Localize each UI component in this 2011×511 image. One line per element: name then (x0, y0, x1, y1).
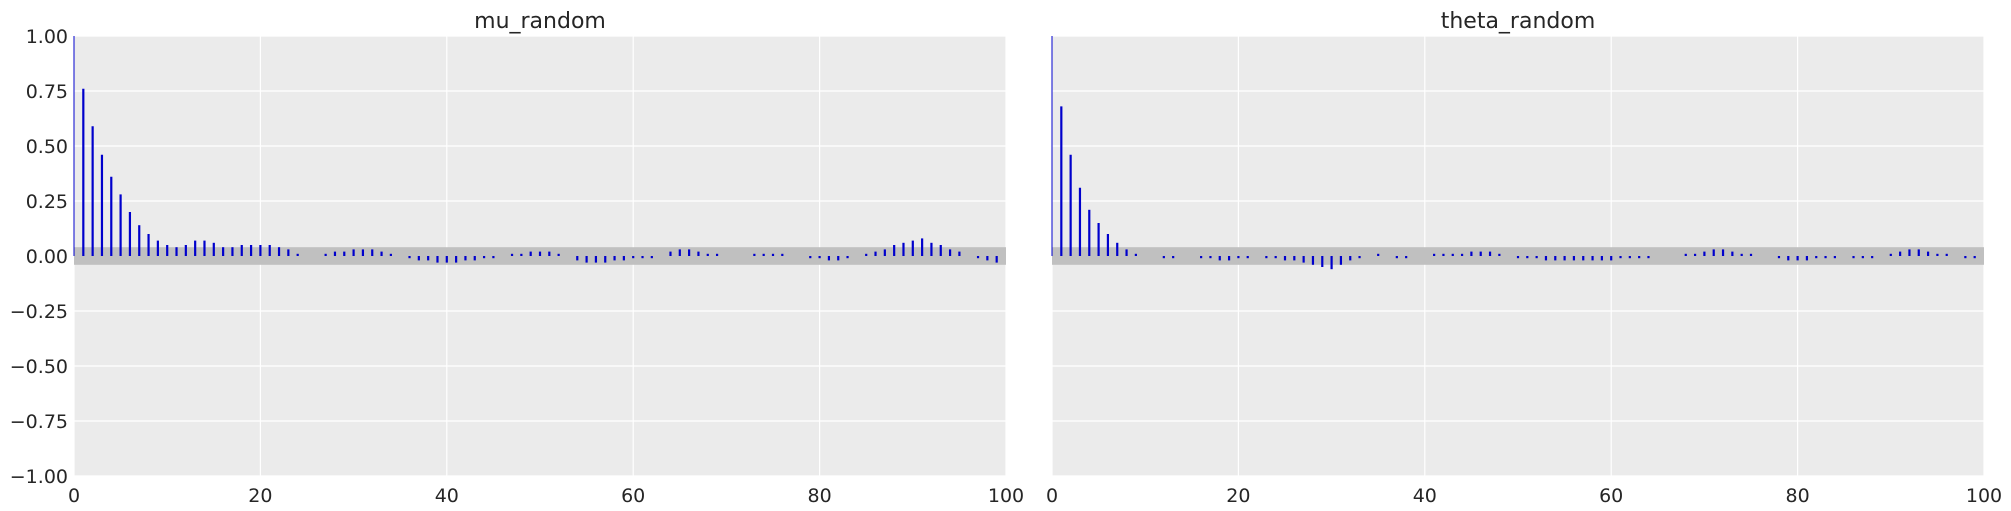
x-tick-label: 80 (808, 485, 832, 507)
chart-title: theta_random (1441, 9, 1596, 34)
x-tick-label: 60 (621, 485, 645, 507)
x-tick-label: 20 (248, 485, 272, 507)
x-tick-label: 80 (1786, 485, 1810, 507)
y-tick-label: −0.25 (10, 301, 68, 323)
x-tick-label: 40 (435, 485, 459, 507)
chart-title: mu_random (474, 9, 606, 34)
y-tick-label: 1.00 (26, 26, 68, 48)
y-tick-label: −1.00 (10, 466, 68, 488)
x-tick-label: 100 (1966, 485, 2002, 507)
x-tick-label: 60 (1599, 485, 1623, 507)
x-tick-label: 0 (68, 485, 80, 507)
x-tick-label: 40 (1413, 485, 1437, 507)
panel-theta-random: theta_random 0 20 40 60 80 100 (1046, 9, 2002, 507)
y-tick-label: 0.00 (26, 246, 68, 268)
y-tick-label: 0.75 (26, 81, 68, 103)
panel-mu-random: mu_random 0 20 40 60 80 100 1.00 0.75 0.50 0.25 0.0… (10, 9, 1024, 507)
x-tick-label: 100 (988, 485, 1024, 507)
y-tick-label: 0.25 (26, 191, 68, 213)
y-tick-label: −0.50 (10, 356, 68, 378)
x-tick-label: 0 (1046, 485, 1058, 507)
y-tick-label: −0.75 (10, 411, 68, 433)
y-tick-label: 0.50 (26, 136, 68, 158)
x-tick-label: 20 (1226, 485, 1250, 507)
